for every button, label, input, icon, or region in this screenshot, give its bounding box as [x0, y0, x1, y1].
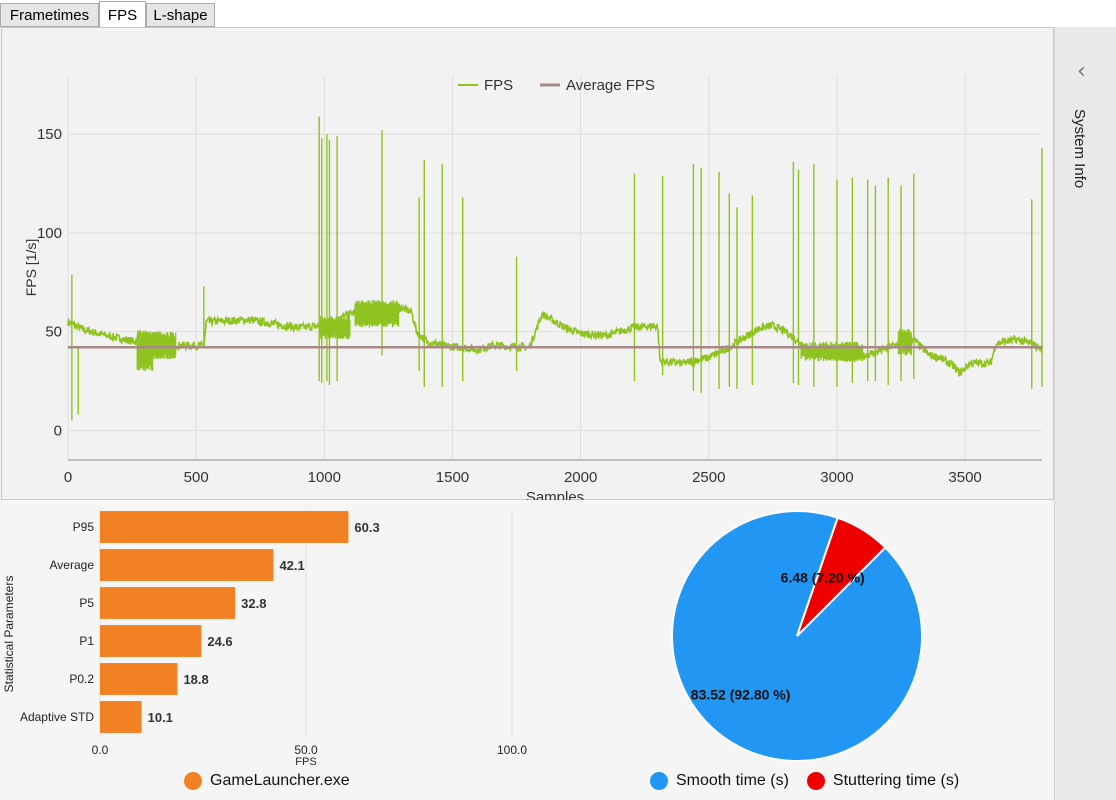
- bar: [100, 663, 178, 695]
- legend-label-fps: FPS: [484, 77, 513, 94]
- fps-jitter-band: [354, 300, 400, 328]
- x-tick-label: 2500: [692, 469, 725, 486]
- system-info-sidebar[interactable]: ‹ System Info: [1054, 27, 1116, 800]
- pie-slice: [796, 516, 887, 637]
- bar: [100, 625, 202, 657]
- x-tick-label: 3000: [820, 469, 853, 486]
- bar-category-label: P0.2: [69, 672, 94, 686]
- y-tick-label: 100: [37, 225, 62, 242]
- bar-value-label: 10.1: [148, 710, 173, 725]
- pie-label-smooth: 83.52 (92.80 %): [691, 686, 791, 702]
- bar-category-label: P95: [73, 520, 95, 534]
- x-axis-title: FPS: [295, 756, 316, 768]
- x-tick-label: 500: [184, 469, 209, 486]
- y-tick-label: 150: [37, 126, 62, 143]
- legend-label-gamelauncher: GameLauncher.exe: [210, 772, 350, 789]
- pie-legend: Smooth time (s) Stuttering time (s): [650, 772, 959, 790]
- fps-line: [67, 301, 1043, 377]
- legend-label-average: Average FPS: [566, 77, 655, 94]
- fps-chart-panel: 0 500 1000 1500 2000 2500 3000 3500 0 50 100 150 Sam…: [1, 27, 1054, 506]
- bar-value-label: 32.8: [241, 596, 266, 611]
- bar-value-label: 18.8: [183, 672, 208, 687]
- tab-label: FPS: [107, 6, 138, 24]
- tab-l-shape[interactable]: L-shape: [146, 3, 215, 27]
- bar-category-label: P5: [79, 596, 94, 610]
- tab-bar: Frametimes FPS L-shape: [0, 0, 1116, 28]
- tab-fps[interactable]: FPS: [99, 1, 146, 28]
- legend-label-smooth-time: Smooth time (s): [676, 772, 789, 789]
- x-tick-label: 1000: [308, 469, 341, 486]
- chevron-left-icon[interactable]: ‹: [1077, 59, 1086, 84]
- bar: [100, 511, 349, 543]
- statistics-bar-chart: 0.0 50.0 100.0 FPS Statistical Parameters P95…: [2, 508, 527, 768]
- fps-jitter-band: [318, 316, 351, 340]
- x-tick-label: 100.0: [497, 743, 527, 757]
- plot-area: [68, 75, 1042, 460]
- x-tick-label: 3500: [948, 469, 981, 486]
- bar: [100, 549, 274, 581]
- x-tick-label: 50.0: [294, 743, 318, 757]
- pie-label-stuttering: 6.48 (7.20 %): [781, 569, 865, 585]
- x-tick-label: 1500: [436, 469, 469, 486]
- x-tick-label: 0.0: [92, 743, 109, 757]
- stutter-pie-chart: 83.52 (92.80 %) 6.48 (7.20 %): [671, 510, 923, 762]
- fps-jitter-band: [136, 329, 154, 371]
- bar-legend: GameLauncher.exe: [184, 772, 350, 790]
- legend-marker: [650, 772, 668, 790]
- legend-marker: [184, 772, 202, 790]
- tab-frametimes[interactable]: Frametimes: [0, 3, 99, 27]
- bar-category-label: Average: [50, 558, 95, 572]
- y-axis-title: FPS [1/s]: [23, 239, 39, 297]
- y-axis-title: Statistical Parameters: [2, 576, 16, 693]
- bar: [100, 587, 236, 619]
- bar-value-label: 60.3: [354, 520, 379, 535]
- bar-category-label: Adaptive STD: [20, 710, 94, 724]
- tab-label: L-shape: [153, 6, 208, 24]
- system-info-label: System Info: [1071, 109, 1088, 189]
- legend-label-stuttering-time: Stuttering time (s): [832, 772, 960, 789]
- tab-label: Frametimes: [9, 6, 90, 24]
- fps-series: [67, 116, 1043, 421]
- bar-value-label: 24.6: [207, 634, 232, 649]
- line-legend: FPS Average FPS: [458, 77, 655, 94]
- x-tick-label: 0: [64, 469, 72, 486]
- bar: [100, 701, 142, 733]
- y-tick-label: 50: [45, 324, 62, 341]
- bar-value-label: 42.1: [279, 558, 304, 573]
- x-tick-label: 2000: [564, 469, 597, 486]
- fps-line-chart: 0 500 1000 1500 2000 2500 3000 3500050100150Sam…: [23, 75, 1043, 506]
- legend-marker: [806, 772, 825, 790]
- y-tick-label: 0: [54, 422, 62, 439]
- bar-category-label: P1: [79, 634, 94, 648]
- statistics-panel: 0.0 50.0 100.0 FPS Statistical Parameters P95…: [0, 500, 1054, 800]
